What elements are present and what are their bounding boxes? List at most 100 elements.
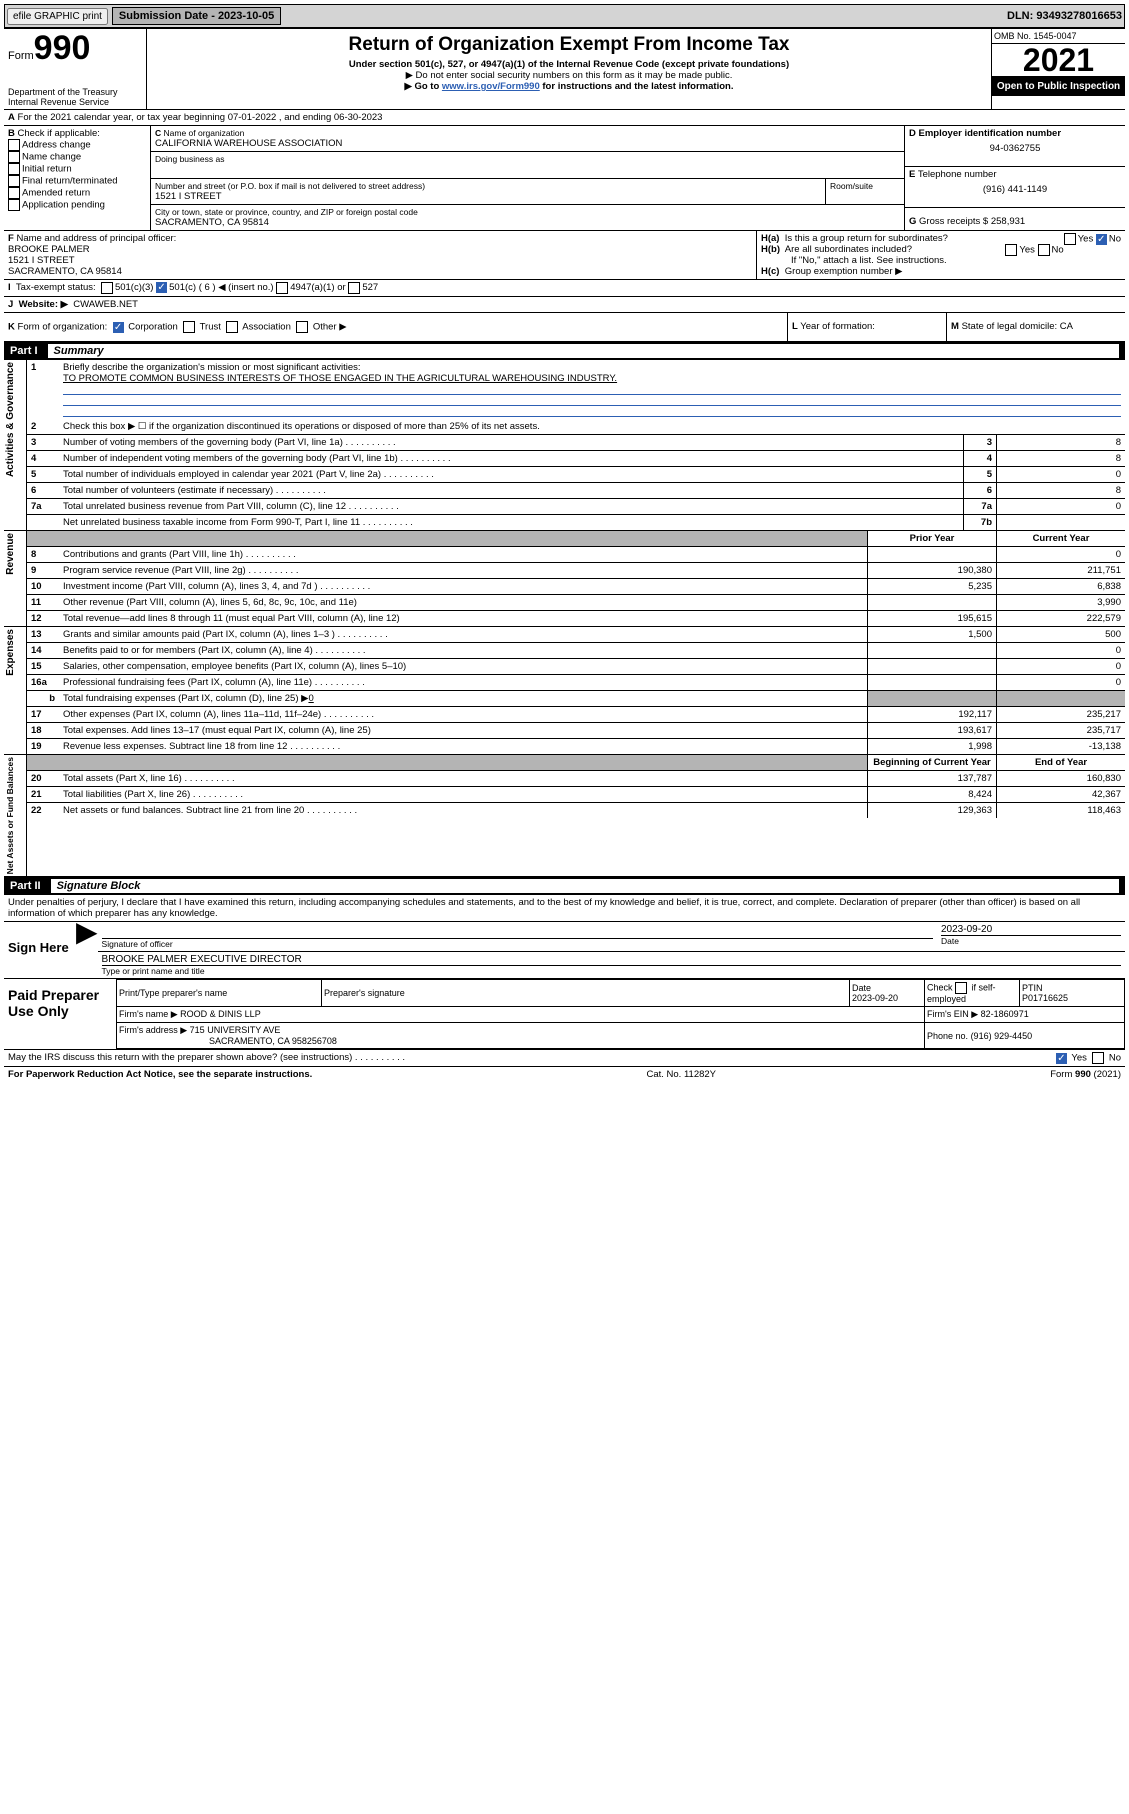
instructions-link-row: ▶ Go to www.irs.gov/Form990 for instruct… <box>149 81 989 92</box>
check-name-change[interactable] <box>8 151 20 163</box>
ha-no[interactable]: ✓ <box>1096 234 1107 245</box>
firm-phone: (916) 929-4450 <box>971 1031 1033 1041</box>
section-revenue: Revenue <box>4 531 27 626</box>
hb-no[interactable] <box>1038 244 1050 256</box>
k-trust[interactable] <box>183 321 195 333</box>
discuss-row: May the IRS discuss this return with the… <box>4 1049 1125 1066</box>
efile-button[interactable]: efile GRAPHIC print <box>7 8 108 25</box>
ein: 94-0362755 <box>909 143 1121 154</box>
arrow-icon: ▶ <box>76 922 98 978</box>
line-11: 11Other revenue (Part VIII, column (A), … <box>27 595 1125 611</box>
form-number: Form 990 <box>8 31 142 65</box>
k-corp[interactable]: ✓ <box>113 322 124 333</box>
line-16b: bTotal fundraising expenses (Part IX, co… <box>27 691 1125 707</box>
officer-name: BROOKE PALMER <box>8 244 90 255</box>
firm-name: ROOD & DINIS LLP <box>180 1009 261 1019</box>
prep-row-1: Print/Type preparer's name Preparer's si… <box>117 980 1125 1007</box>
block-b-to-g: B Check if applicable: Address change Na… <box>4 125 1125 230</box>
i-501c[interactable]: ✓ <box>156 282 167 293</box>
paid-preparer-block: Paid Preparer Use Only Print/Type prepar… <box>4 978 1125 1049</box>
part1-header: Part I Summary <box>4 342 1125 360</box>
k-other[interactable] <box>296 321 308 333</box>
line-20: 20Total assets (Part X, line 16)137,7871… <box>27 771 1125 787</box>
website: CWAWEB.NET <box>73 299 138 310</box>
ssn-warning: ▶ Do not enter social security numbers o… <box>149 70 989 81</box>
check-amended[interactable] <box>8 187 20 199</box>
line-1: 1 Briefly describe the organization's mi… <box>27 360 1125 419</box>
gross-receipts: 258,931 <box>991 216 1025 227</box>
activities-table: 1 Briefly describe the organization's mi… <box>27 360 1125 530</box>
mission: TO PROMOTE COMMON BUSINESS INTERESTS OF … <box>63 373 617 384</box>
check-initial-return[interactable] <box>8 163 20 175</box>
officer-signature-name: BROOKE PALMER EXECUTIVE DIRECTOR <box>102 954 1121 965</box>
line-13: 13Grants and similar amounts paid (Part … <box>27 627 1125 643</box>
line-19: 19Revenue less expenses. Subtract line 1… <box>27 739 1125 755</box>
city-state-zip: SACRAMENTO, CA 95814 <box>155 217 269 228</box>
open-to-public: Open to Public Inspection <box>992 77 1125 96</box>
expenses-table: 13Grants and similar amounts paid (Part … <box>27 627 1125 754</box>
prep-row-3: Firm's address ▶ 715 UNIVERSITY AVE SACR… <box>117 1023 1125 1049</box>
line-17: 17Other expenses (Part IX, column (A), l… <box>27 707 1125 723</box>
line-6: 6Total number of volunteers (estimate if… <box>27 483 1125 499</box>
org-name: CALIFORNIA WAREHOUSE ASSOCIATION <box>155 138 342 149</box>
discuss-no[interactable] <box>1092 1052 1104 1064</box>
line-a: A For the 2021 calendar year, or tax yea… <box>4 109 1125 125</box>
line-16a: 16aProfessional fundraising fees (Part I… <box>27 675 1125 691</box>
check-final-return[interactable] <box>8 175 20 187</box>
check-address-change[interactable] <box>8 139 20 151</box>
revenue-header: Prior YearCurrent Year <box>27 531 1125 547</box>
netassets-table: Beginning of Current YearEnd of Year 20T… <box>27 755 1125 818</box>
perjury-declaration: Under penalties of perjury, I declare th… <box>4 895 1125 921</box>
line-21: 21Total liabilities (Part X, line 26)8,4… <box>27 787 1125 803</box>
dln: DLN: 93493278016653 <box>1007 10 1122 22</box>
netassets-header: Beginning of Current YearEnd of Year <box>27 755 1125 771</box>
line-8: 8Contributions and grants (Part VIII, li… <box>27 547 1125 563</box>
prep-row-2: Firm's name ▶ ROOD & DINIS LLP Firm's EI… <box>117 1007 1125 1023</box>
line-7a: 7aTotal unrelated business revenue from … <box>27 499 1125 515</box>
ha-yes[interactable] <box>1064 233 1076 245</box>
department: Department of the Treasury Internal Reve… <box>8 87 142 107</box>
section-netassets: Net Assets or Fund Balances <box>4 755 27 876</box>
line-12: 12Total revenue—add lines 8 through 11 (… <box>27 611 1125 627</box>
i-527[interactable] <box>348 282 360 294</box>
line-14: 14Benefits paid to or for members (Part … <box>27 643 1125 659</box>
tax-year: 2021 <box>992 44 1125 77</box>
line-klm: K Form of organization: ✓ Corporation Tr… <box>4 312 1125 342</box>
line-2: 2Check this box ▶ ☐ if the organization … <box>27 419 1125 435</box>
line-7b: Net unrelated business taxable income fr… <box>27 515 1125 531</box>
block-f-h: F Name and address of principal officer:… <box>4 230 1125 279</box>
check-app-pending[interactable] <box>8 199 20 211</box>
line-3: 3Number of voting members of the governi… <box>27 435 1125 451</box>
section-expenses: Expenses <box>4 627 27 754</box>
line-10: 10Investment income (Part VIII, column (… <box>27 579 1125 595</box>
section-activities: Activities & Governance <box>4 360 27 530</box>
k-assoc[interactable] <box>226 321 238 333</box>
sign-here-block: Sign Here ▶ Signature of officer 2023-09… <box>4 921 1125 978</box>
ptin: P01716625 <box>1022 993 1068 1003</box>
line-15: 15Salaries, other compensation, employee… <box>27 659 1125 675</box>
i-4947[interactable] <box>276 282 288 294</box>
discuss-yes[interactable]: ✓ <box>1056 1053 1067 1064</box>
line-5: 5Total number of individuals employed in… <box>27 467 1125 483</box>
line-j: J Website: ▶ CWAWEB.NET <box>4 296 1125 312</box>
firm-address: 715 UNIVERSITY AVE <box>190 1025 281 1035</box>
hb-yes[interactable] <box>1005 244 1017 256</box>
line-22: 22Net assets or fund balances. Subtract … <box>27 803 1125 819</box>
footer: For Paperwork Reduction Act Notice, see … <box>4 1066 1125 1082</box>
form-title: Return of Organization Exempt From Incom… <box>149 34 989 56</box>
i-501c3[interactable] <box>101 282 113 294</box>
self-employed-check[interactable] <box>955 982 967 994</box>
revenue-table: Prior YearCurrent Year 8Contributions an… <box>27 531 1125 626</box>
phone: (916) 441-1149 <box>909 184 1121 195</box>
part2-header: Part II Signature Block <box>4 877 1125 895</box>
irs-link[interactable]: www.irs.gov/Form990 <box>442 81 540 92</box>
top-bar: efile GRAPHIC print Submission Date - 20… <box>4 4 1125 28</box>
street-address: 1521 I STREET <box>155 191 222 202</box>
line-4: 4Number of independent voting members of… <box>27 451 1125 467</box>
form-header: Form 990 Department of the Treasury Inte… <box>4 28 1125 109</box>
line-9: 9Program service revenue (Part VIII, lin… <box>27 563 1125 579</box>
line-i: I Tax-exempt status: 501(c)(3) ✓ 501(c) … <box>4 279 1125 296</box>
firm-ein: 82-1860971 <box>981 1009 1029 1019</box>
form-subtitle: Under section 501(c), 527, or 4947(a)(1)… <box>149 59 989 70</box>
line-18: 18Total expenses. Add lines 13–17 (must … <box>27 723 1125 739</box>
